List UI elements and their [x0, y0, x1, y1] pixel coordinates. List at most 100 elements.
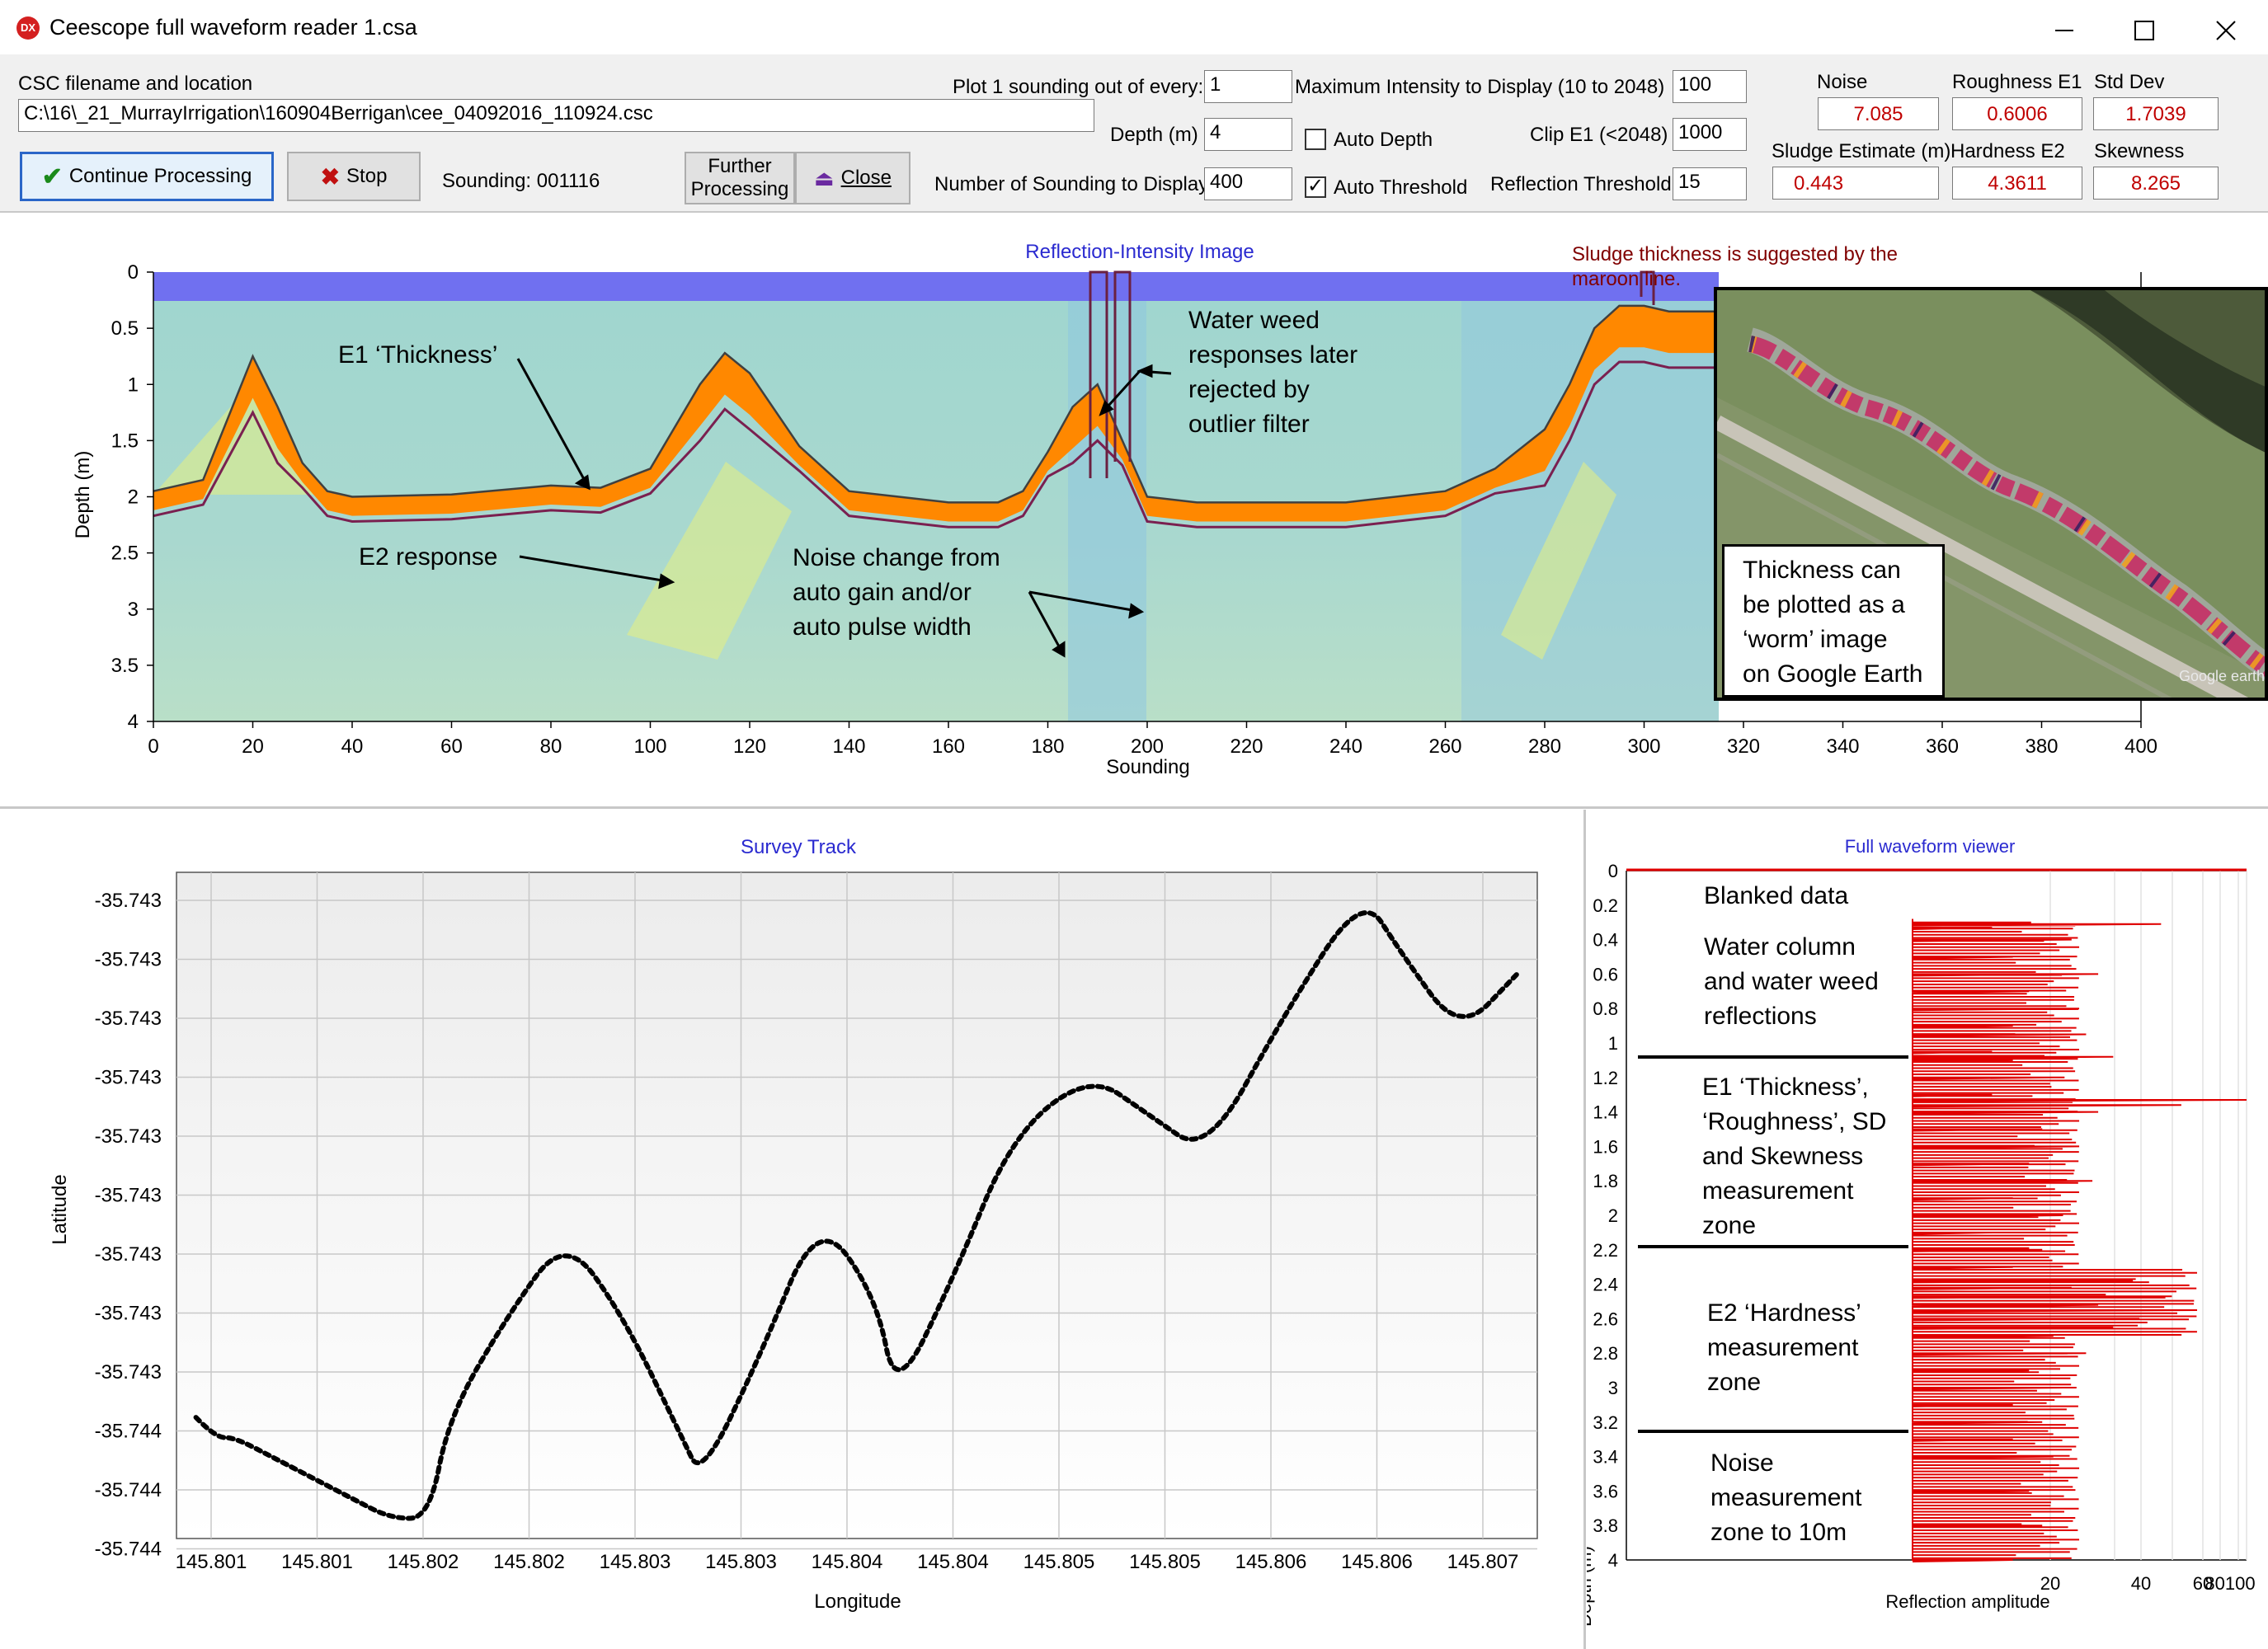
waveform-y-tick-label: 2.4 [1593, 1275, 1618, 1295]
title-bar: DX Ceescope full waveform reader 1.csa [0, 0, 2268, 55]
close-icon[interactable] [2214, 18, 2238, 43]
track-x-tick-label: 145.803 [600, 1551, 671, 1573]
top-x-tick-label: 360 [1926, 735, 1959, 758]
top-x-tick-label: 60 [440, 735, 463, 758]
stddev-value: 1.7039 [2093, 97, 2219, 130]
stop-button[interactable]: ✖ Stop [287, 152, 421, 201]
top-x-tick-label: 200 [1131, 735, 1164, 758]
waveform-x-tick-label: 20 [2040, 1573, 2060, 1594]
top-x-tick-label: 120 [733, 735, 766, 758]
depth-input[interactable]: 4 [1204, 118, 1292, 151]
track-y-tick-label: -35.743 [95, 890, 162, 912]
track-y-tick-label: -35.743 [95, 1361, 162, 1384]
exit-door-icon: ⏏ [814, 165, 835, 190]
threshold-label: Reflection Threshold [1490, 173, 1672, 195]
auto-threshold-checkbox[interactable]: ✓ [1305, 175, 1326, 198]
waveform-x-label: Reflection amplitude [1885, 1591, 2049, 1612]
hardness-label: Hardness E2 [1950, 140, 2065, 162]
continue-processing-button[interactable]: ✔ Continue Processing [20, 152, 274, 201]
track-y-tick-label: -35.743 [95, 1125, 162, 1148]
noise-value: 7.085 [1818, 97, 1939, 130]
track-y-tick-label: -35.743 [95, 1243, 162, 1266]
threshold-input[interactable]: 15 [1673, 167, 1747, 200]
top-x-tick-label: 20 [242, 735, 264, 758]
num-soundings-input[interactable]: 400 [1204, 167, 1292, 200]
reflection-intensity-chart: Reflection-Intensity Image 0 20 40 60 80 100 1… [72, 241, 2157, 778]
track-x-tick-label: 145.806 [1235, 1551, 1307, 1573]
blanked-band [153, 272, 1719, 301]
minimize-icon[interactable] [2052, 18, 2077, 43]
stop-label: Stop [346, 165, 388, 187]
top-x-tick-label: 260 [1428, 735, 1461, 758]
further-processing-button[interactable]: Further Processing [685, 152, 795, 204]
top-y-tick-label: 4 [128, 711, 139, 733]
track-title: Survey Track [741, 836, 857, 858]
track-x-tick-label: 145.807 [1447, 1551, 1519, 1573]
track-x-tick-label: 145.805 [1023, 1551, 1095, 1573]
max-intensity-input[interactable]: 100 [1673, 70, 1747, 103]
maximize-icon[interactable] [2132, 18, 2157, 43]
file-path-input[interactable]: C:\16\_21_MurrayIrrigation\160904Berriga… [18, 99, 1094, 132]
skewness-label: Skewness [2094, 140, 2185, 162]
top-x-tick-label: 0 [148, 735, 158, 758]
survey-track-line [193, 910, 1521, 1521]
top-y-tick-label: 3.5 [111, 655, 139, 677]
waveform-y-tick-label: 3.8 [1593, 1515, 1618, 1536]
top-x-tick-label: 160 [932, 735, 965, 758]
map-credit: Google earth [2179, 668, 2265, 684]
hardness-value: 4.3611 [1952, 167, 2082, 200]
waveform-y-tick-label: 3.2 [1593, 1412, 1618, 1433]
track-x-label: Longitude [814, 1590, 901, 1613]
top-x-tick-label: 40 [341, 735, 364, 758]
survey-track-chart: Survey Track 145.801 145.801 145.802 145.80… [49, 836, 1538, 1613]
track-y-tick-label: -35.743 [95, 949, 162, 971]
waveform-y-tick-label: 2.2 [1593, 1240, 1618, 1261]
plot-every-input[interactable]: 1 [1204, 70, 1292, 103]
track-x-tick-label: 145.802 [493, 1551, 565, 1573]
auto-threshold-label: Auto Threshold [1334, 176, 1468, 199]
continue-label: Continue Processing [68, 165, 252, 187]
top-chart-title: Reflection-Intensity Image [1025, 241, 1254, 263]
file-label: CSC filename and location [18, 73, 253, 95]
annotation-e1-thickness: E1 ‘Thickness’ [338, 341, 498, 369]
track-x-tick-label: 145.801 [281, 1551, 353, 1573]
app-icon: DX [16, 16, 40, 40]
zone-water-column: Water column and water weed reflections [1704, 933, 1879, 1030]
waveform-y-tick-label: 3 [1608, 1378, 1618, 1398]
track-plot-area [176, 871, 1538, 1539]
zone-e2: E2 ‘Hardness’ measurement zone [1707, 1299, 1861, 1396]
top-y-tick-label: 2 [128, 486, 139, 509]
further-label-2: Processing [690, 178, 789, 200]
annotation-noise-change: Noise change from auto gain and/or auto pu… [793, 544, 1000, 641]
top-y-tick-label: 1.5 [111, 430, 139, 452]
track-x-tick-label: 145.804 [917, 1551, 989, 1573]
top-x-tick-label: 320 [1727, 735, 1760, 758]
top-x-tick-label: 80 [540, 735, 562, 758]
skewness-value: 8.265 [2093, 167, 2219, 200]
close-button[interactable]: ⏏ Close [795, 152, 910, 204]
close-label: Close [840, 167, 892, 189]
checkbox-check-icon: ✓ [1307, 175, 1325, 197]
maroon-note: Sludge thickness is suggested by the mar… [1572, 243, 1898, 290]
auto-depth-checkbox[interactable] [1305, 129, 1326, 150]
checkmark-icon: ✔ [41, 162, 63, 190]
auto-depth-label: Auto Depth [1334, 129, 1433, 151]
top-x-tick-label: 400 [2124, 735, 2157, 758]
track-y-label: Latitude [49, 1174, 71, 1244]
waveform-y-tick-label: 0.6 [1593, 964, 1618, 984]
waveform-x-tick-label: 80100 [2204, 1573, 2255, 1594]
water-weed-spikes [1089, 270, 1655, 478]
waveform-x-tick-label: 40 [2131, 1573, 2151, 1594]
track-x-tick-label: 145.805 [1129, 1551, 1201, 1573]
track-x-tick-label: 145.801 [176, 1551, 247, 1573]
top-y-label: Depth (m) [72, 451, 94, 539]
track-y-tick-label: -35.743 [95, 1303, 162, 1325]
top-y-tick-label: 3 [128, 599, 139, 621]
waveform-y-tick-label: 0 [1608, 861, 1618, 881]
clip-label: Clip E1 (<2048) [1530, 124, 1668, 146]
top-x-tick-label: 380 [2025, 735, 2058, 758]
waveform-y-tick-label: 3.4 [1593, 1447, 1618, 1468]
top-y-tick-label: 0 [128, 261, 139, 284]
clip-input[interactable]: 1000 [1673, 118, 1747, 151]
track-x-tick-label: 145.803 [705, 1551, 777, 1573]
